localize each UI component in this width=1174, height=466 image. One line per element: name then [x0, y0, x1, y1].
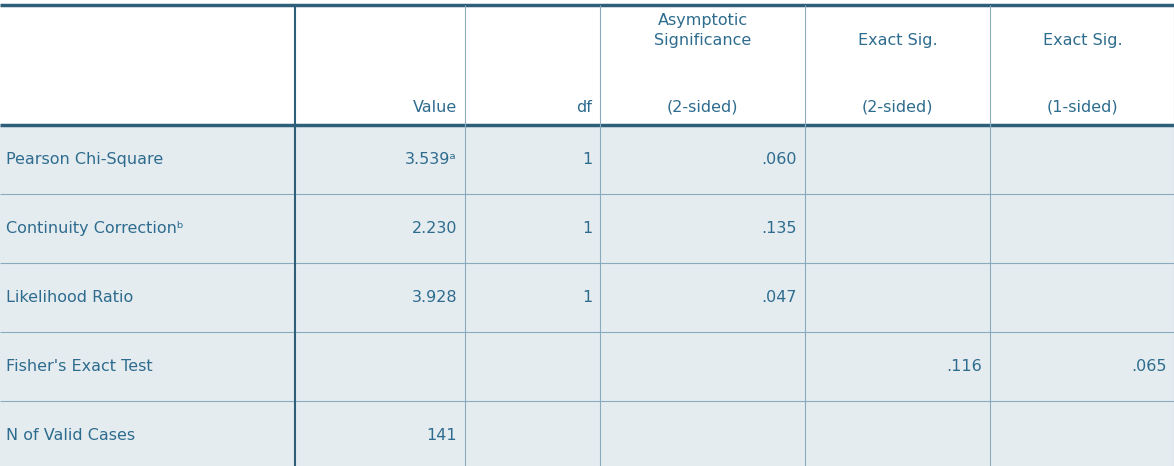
Text: Value: Value — [413, 100, 457, 115]
Text: (2-sided): (2-sided) — [862, 100, 933, 115]
Bar — [0, 194, 1174, 263]
Bar — [0, 401, 1174, 466]
Text: 1: 1 — [582, 152, 592, 167]
Text: 1: 1 — [582, 290, 592, 305]
Text: 3.539ᵃ: 3.539ᵃ — [405, 152, 457, 167]
Text: Fisher's Exact Test: Fisher's Exact Test — [6, 359, 153, 374]
Text: df: df — [576, 100, 592, 115]
Text: (2-sided): (2-sided) — [667, 100, 738, 115]
Text: 1: 1 — [582, 221, 592, 236]
Bar — [0, 263, 1174, 332]
Text: .116: .116 — [946, 359, 981, 374]
Text: Exact Sig.: Exact Sig. — [858, 33, 937, 48]
Text: (1-sided): (1-sided) — [1047, 100, 1119, 115]
Text: .047: .047 — [762, 290, 797, 305]
Bar — [0, 125, 1174, 194]
Text: .065: .065 — [1132, 359, 1167, 374]
Text: .135: .135 — [762, 221, 797, 236]
Text: N of Valid Cases: N of Valid Cases — [6, 428, 135, 443]
Text: Asymptotic: Asymptotic — [657, 13, 748, 28]
Text: 141: 141 — [426, 428, 457, 443]
Text: 2.230: 2.230 — [412, 221, 457, 236]
Text: Exact Sig.: Exact Sig. — [1043, 33, 1122, 48]
Text: .060: .060 — [762, 152, 797, 167]
Text: Continuity Correctionᵇ: Continuity Correctionᵇ — [6, 221, 184, 236]
Bar — [0, 332, 1174, 401]
Text: Pearson Chi-Square: Pearson Chi-Square — [6, 152, 163, 167]
Text: 3.928: 3.928 — [411, 290, 457, 305]
Bar — [0, 5, 1174, 125]
Text: Likelihood Ratio: Likelihood Ratio — [6, 290, 134, 305]
Text: Significance: Significance — [654, 33, 751, 48]
